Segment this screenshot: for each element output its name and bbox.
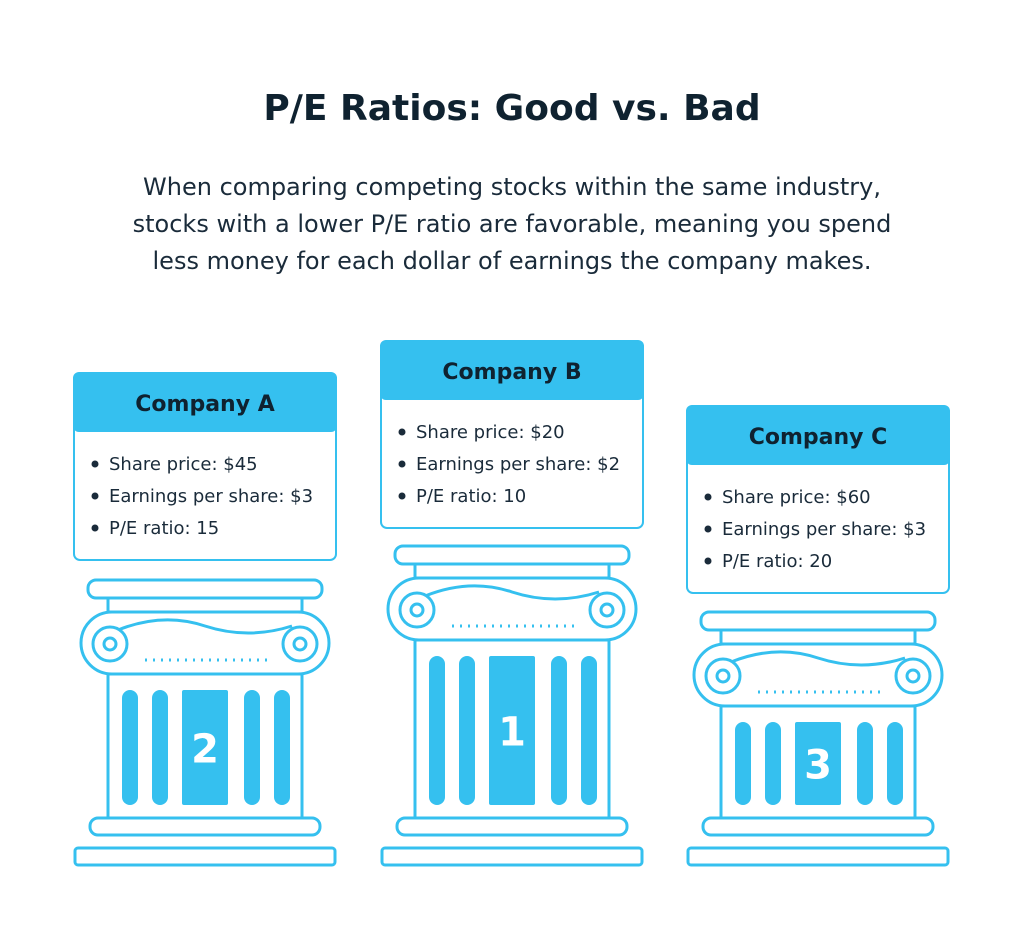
base	[686, 846, 950, 867]
base	[73, 846, 337, 867]
rank: 2	[191, 727, 219, 773]
detail: Earnings per share: $2	[416, 454, 620, 475]
card-header	[73, 372, 337, 432]
title: P/E Ratios: Good vs. Bad	[263, 88, 760, 129]
volute-wave	[424, 584, 600, 601]
detail: P/E ratio: 15	[109, 518, 219, 539]
plinth	[88, 816, 322, 837]
flute	[551, 656, 567, 805]
company-1: Company B Share price: $20 Earnings per sh…	[380, 340, 644, 867]
detail: Share price: $60	[722, 487, 871, 508]
abacus	[719, 628, 917, 646]
scroll-eye	[599, 602, 615, 618]
flute	[152, 690, 168, 805]
description-line: stocks with a lower P/E ratio are favora…	[133, 210, 892, 238]
rank: 1	[498, 710, 526, 756]
rank-panel	[795, 722, 841, 805]
base	[380, 846, 644, 867]
flute	[274, 690, 290, 805]
plinth	[701, 816, 935, 837]
detail: P/E ratio: 20	[722, 551, 832, 572]
slab	[699, 610, 937, 632]
bullet	[704, 525, 712, 533]
company-name: Company C	[749, 425, 888, 450]
description-line: less money for each dollar of earnings t…	[153, 247, 872, 275]
flute	[429, 656, 445, 805]
rank-panel	[182, 690, 228, 805]
flute	[765, 722, 781, 805]
detail: P/E ratio: 10	[416, 486, 526, 507]
rank: 3	[804, 743, 832, 789]
slab	[86, 578, 324, 600]
rank-panel	[489, 656, 535, 805]
flute	[887, 722, 903, 805]
abacus	[106, 596, 304, 614]
card-header	[686, 405, 950, 465]
abacus	[413, 562, 611, 580]
bullet	[91, 524, 99, 532]
company-0: Company A Share price: $45 Earnings per sh…	[73, 372, 337, 867]
scroll-eye	[292, 636, 308, 652]
volute-wave	[730, 650, 906, 667]
detail: Earnings per share: $3	[109, 486, 313, 507]
scroll-eye	[409, 602, 425, 618]
flute	[581, 656, 597, 805]
flute	[122, 690, 138, 805]
flute	[459, 656, 475, 805]
bullet	[704, 493, 712, 501]
bullet	[704, 557, 712, 565]
card-header	[380, 340, 644, 400]
flute	[857, 722, 873, 805]
detail: Earnings per share: $3	[722, 519, 926, 540]
volute-wave	[117, 618, 293, 635]
description-line: When comparing competing stocks within t…	[143, 173, 881, 201]
company-name: Company A	[135, 392, 274, 417]
scroll-eye	[905, 668, 921, 684]
bullet	[398, 492, 406, 500]
scroll-eye	[715, 668, 731, 684]
plinth	[395, 816, 629, 837]
company-name: Company B	[442, 360, 581, 385]
bullet	[91, 460, 99, 468]
scroll-eye	[102, 636, 118, 652]
flute	[735, 722, 751, 805]
slab	[393, 544, 631, 566]
bullet	[398, 460, 406, 468]
company-2: Company C Share price: $60 Earnings per sh…	[686, 405, 950, 867]
detail: Share price: $45	[109, 454, 258, 475]
flute	[244, 690, 260, 805]
detail: Share price: $20	[416, 422, 565, 443]
bullet	[398, 428, 406, 436]
bullet	[91, 492, 99, 500]
